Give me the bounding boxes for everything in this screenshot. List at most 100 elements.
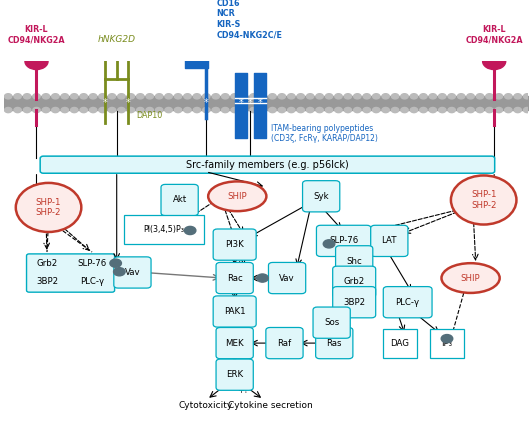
FancyBboxPatch shape [216,327,253,359]
Text: SHIP: SHIP [461,274,481,283]
Circle shape [278,94,286,99]
Circle shape [410,94,417,99]
Circle shape [250,94,257,99]
Circle shape [467,107,474,113]
Circle shape [52,107,59,113]
Circle shape [33,94,40,99]
Text: Grb2: Grb2 [344,277,365,286]
FancyBboxPatch shape [383,287,432,318]
Circle shape [193,94,201,99]
Circle shape [156,107,163,113]
Circle shape [483,53,506,70]
Circle shape [5,94,12,99]
Circle shape [25,53,48,70]
Circle shape [514,94,521,99]
FancyBboxPatch shape [303,181,340,212]
Circle shape [203,94,210,99]
Circle shape [127,94,134,99]
Circle shape [259,107,267,113]
Text: Rac: Rac [227,274,243,283]
Circle shape [391,94,399,99]
Circle shape [476,107,484,113]
Circle shape [476,94,484,99]
FancyBboxPatch shape [213,229,256,260]
Circle shape [354,107,361,113]
Text: SLP-76: SLP-76 [78,259,107,268]
Circle shape [241,107,248,113]
Circle shape [363,94,371,99]
Circle shape [136,107,144,113]
Circle shape [373,94,380,99]
Text: +?: +? [237,386,248,395]
Circle shape [241,94,248,99]
FancyBboxPatch shape [269,262,306,294]
Text: Shc: Shc [346,257,362,266]
FancyBboxPatch shape [333,266,376,297]
Circle shape [23,94,31,99]
Circle shape [231,107,238,113]
Circle shape [146,94,153,99]
Text: *: * [238,98,243,108]
Text: SLP-76: SLP-76 [329,236,358,246]
Circle shape [306,94,314,99]
Circle shape [61,94,68,99]
Circle shape [99,107,106,113]
Text: *: * [258,98,262,108]
FancyBboxPatch shape [114,257,151,288]
Text: 3BP2: 3BP2 [36,277,58,286]
Circle shape [5,107,12,113]
Text: *: * [126,97,131,108]
Circle shape [410,107,417,113]
Text: *: * [203,98,208,108]
Circle shape [323,240,335,248]
Circle shape [297,107,304,113]
FancyBboxPatch shape [216,262,253,294]
FancyBboxPatch shape [124,215,204,244]
Circle shape [212,94,219,99]
Circle shape [52,94,59,99]
Circle shape [306,107,314,113]
Circle shape [441,335,453,343]
Circle shape [495,107,502,113]
Text: PI(3,4,5)P₃: PI(3,4,5)P₃ [143,225,184,234]
Circle shape [184,107,191,113]
Text: DAP10: DAP10 [136,111,163,120]
Circle shape [61,107,68,113]
FancyBboxPatch shape [213,296,256,327]
FancyBboxPatch shape [430,329,464,358]
Circle shape [524,94,531,99]
Text: Ras: Ras [327,339,342,348]
Circle shape [165,94,172,99]
Circle shape [184,94,191,99]
Circle shape [288,107,295,113]
FancyBboxPatch shape [40,156,495,173]
FancyBboxPatch shape [266,327,303,359]
Text: ERK: ERK [226,370,243,379]
Circle shape [114,268,125,276]
Circle shape [467,94,474,99]
FancyBboxPatch shape [316,225,371,256]
Text: Vav: Vav [125,268,140,277]
Circle shape [80,94,87,99]
Circle shape [250,107,257,113]
FancyBboxPatch shape [315,327,353,359]
Text: PLC-γ: PLC-γ [80,277,104,286]
Text: Grb2: Grb2 [36,259,57,268]
Circle shape [174,94,182,99]
Circle shape [514,107,521,113]
Circle shape [33,107,40,113]
Text: SHP-1
SHP-2: SHP-1 SHP-2 [471,190,496,210]
Circle shape [439,94,446,99]
Circle shape [127,107,134,113]
Circle shape [448,94,456,99]
Text: MEK: MEK [225,339,244,348]
Circle shape [373,107,380,113]
Circle shape [439,107,446,113]
Text: IP₃: IP₃ [441,339,452,348]
Ellipse shape [451,175,517,225]
Circle shape [42,107,49,113]
FancyBboxPatch shape [336,246,373,277]
Text: Cytokine secretion: Cytokine secretion [228,401,313,410]
Circle shape [419,107,427,113]
Circle shape [256,274,268,282]
